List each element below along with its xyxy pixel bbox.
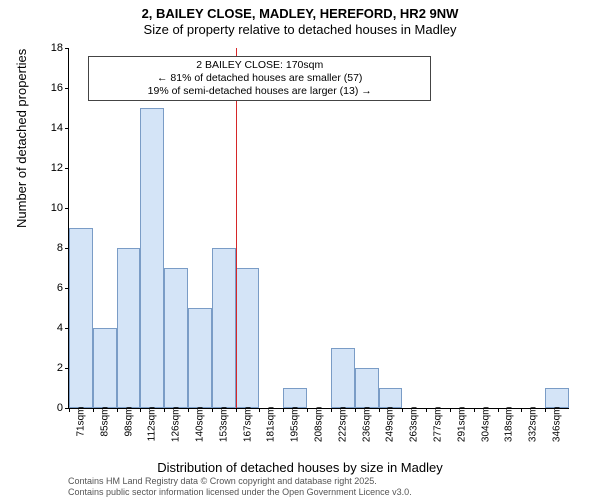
x-tick-mark (212, 408, 213, 412)
x-tick-label: 71sqm (75, 407, 86, 467)
x-tick-label: 112sqm (147, 407, 158, 467)
y-tick-label: 14 (33, 122, 63, 134)
title-block: 2, BAILEY CLOSE, MADLEY, HEREFORD, HR2 9… (0, 0, 600, 39)
reference-line (236, 48, 237, 408)
x-tick-mark (474, 408, 475, 412)
x-tick-label: 249sqm (385, 407, 396, 467)
y-tick-label: 18 (33, 42, 63, 54)
x-tick-label: 98sqm (123, 407, 134, 467)
histogram-bar (379, 388, 403, 408)
y-tick-label: 8 (33, 242, 63, 254)
footer-attribution: Contains HM Land Registry data © Crown c… (68, 476, 412, 498)
x-tick-label: 195sqm (290, 407, 301, 467)
x-tick-label: 318sqm (504, 407, 515, 467)
x-tick-mark (379, 408, 380, 412)
title-line-1: 2, BAILEY CLOSE, MADLEY, HEREFORD, HR2 9… (0, 6, 600, 22)
annotation-line: ← 81% of detached houses are smaller (57… (93, 72, 426, 85)
histogram-bar (117, 248, 141, 408)
histogram-bar (545, 388, 569, 408)
y-tick-mark (65, 128, 69, 129)
histogram-bar (212, 248, 236, 408)
y-tick-mark (65, 168, 69, 169)
x-tick-label: 222sqm (337, 407, 348, 467)
x-tick-label: 85sqm (99, 407, 110, 467)
x-tick-label: 153sqm (218, 407, 229, 467)
histogram-bar (331, 348, 355, 408)
x-tick-mark (259, 408, 260, 412)
histogram-bar (188, 308, 212, 408)
x-tick-label: 346sqm (552, 407, 563, 467)
x-tick-label: 167sqm (242, 407, 253, 467)
y-tick-mark (65, 48, 69, 49)
footer-line-2: Contains public sector information licen… (68, 487, 412, 498)
histogram-bar (164, 268, 188, 408)
x-tick-mark (426, 408, 427, 412)
x-tick-mark (236, 408, 237, 412)
x-tick-mark (521, 408, 522, 412)
y-tick-label: 0 (33, 402, 63, 414)
y-tick-label: 16 (33, 82, 63, 94)
histogram-bar (283, 388, 307, 408)
y-axis-label: Number of detached properties (14, 49, 29, 228)
x-tick-mark (450, 408, 451, 412)
y-tick-mark (65, 208, 69, 209)
x-tick-label: 304sqm (480, 407, 491, 467)
x-tick-label: 140sqm (194, 407, 205, 467)
plot-area: 02468101214161871sqm85sqm98sqm112sqm126s… (68, 48, 569, 409)
title-line-2: Size of property relative to detached ho… (0, 22, 600, 38)
x-axis-label: Distribution of detached houses by size … (0, 460, 600, 475)
histogram-bar (236, 268, 260, 408)
x-tick-mark (140, 408, 141, 412)
y-tick-label: 10 (33, 202, 63, 214)
x-tick-label: 181sqm (266, 407, 277, 467)
x-tick-mark (331, 408, 332, 412)
y-tick-label: 4 (33, 322, 63, 334)
x-tick-mark (402, 408, 403, 412)
x-tick-label: 277sqm (433, 407, 444, 467)
x-tick-mark (69, 408, 70, 412)
x-tick-label: 263sqm (409, 407, 420, 467)
x-tick-label: 291sqm (456, 407, 467, 467)
x-tick-mark (355, 408, 356, 412)
x-tick-mark (283, 408, 284, 412)
histogram-bar (69, 228, 93, 408)
y-tick-label: 2 (33, 362, 63, 374)
x-tick-mark (117, 408, 118, 412)
x-tick-mark (545, 408, 546, 412)
chart-container: 2, BAILEY CLOSE, MADLEY, HEREFORD, HR2 9… (0, 0, 600, 500)
x-tick-label: 236sqm (361, 407, 372, 467)
annotation-line: 19% of semi-detached houses are larger (… (93, 85, 426, 98)
x-tick-label: 208sqm (314, 407, 325, 467)
histogram-bar (355, 368, 379, 408)
histogram-bar (93, 328, 117, 408)
histogram-bar (140, 108, 164, 408)
y-tick-label: 6 (33, 282, 63, 294)
x-tick-mark (498, 408, 499, 412)
annotation-box: 2 BAILEY CLOSE: 170sqm← 81% of detached … (88, 56, 431, 101)
x-tick-label: 126sqm (171, 407, 182, 467)
footer-line-1: Contains HM Land Registry data © Crown c… (68, 476, 412, 487)
x-tick-mark (188, 408, 189, 412)
x-tick-mark (164, 408, 165, 412)
annotation-line: 2 BAILEY CLOSE: 170sqm (93, 59, 426, 72)
y-tick-mark (65, 88, 69, 89)
y-tick-label: 12 (33, 162, 63, 174)
x-tick-mark (307, 408, 308, 412)
x-tick-mark (93, 408, 94, 412)
x-tick-label: 332sqm (528, 407, 539, 467)
